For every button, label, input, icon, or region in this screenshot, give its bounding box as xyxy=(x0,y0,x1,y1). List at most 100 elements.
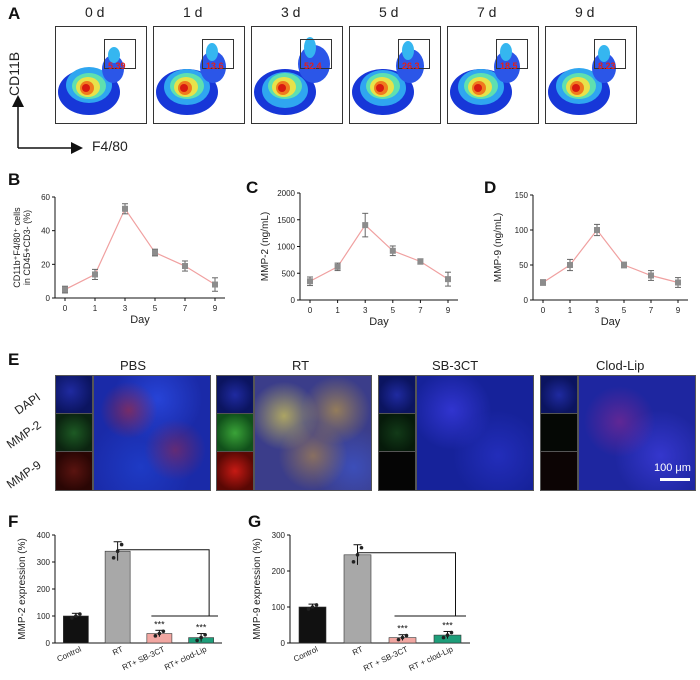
y-tick-label: 300 xyxy=(272,531,286,540)
replicate-point xyxy=(359,545,364,550)
replicate-point xyxy=(404,633,409,638)
y-tick-label: 500 xyxy=(282,269,296,278)
replicate-point xyxy=(396,637,401,642)
flow-day-label: 1 d xyxy=(183,4,203,20)
group-label-rt: RT xyxy=(292,358,310,373)
replicate-point xyxy=(310,605,315,609)
comparison-bracket xyxy=(117,549,210,616)
clodlip-mmp2-tile xyxy=(540,413,578,453)
density-blob xyxy=(180,84,188,92)
group-label-clodlip: Clod-Lip xyxy=(596,358,645,373)
significance-marker: *** xyxy=(154,619,165,629)
category-label: Control xyxy=(56,645,83,664)
density-blob xyxy=(278,84,286,92)
x-tick-label: 3 xyxy=(363,306,368,315)
sb3ct-merge-image xyxy=(416,375,534,491)
y-axis-label: MMP-2 expression (%) xyxy=(17,538,28,640)
replicate-point xyxy=(153,634,158,638)
density-blob xyxy=(102,55,124,83)
bar xyxy=(63,615,89,644)
pbs-mmp2-tile xyxy=(55,413,93,453)
density-blob xyxy=(402,41,414,60)
gate-percentage: 52.4 xyxy=(304,61,322,71)
clodlip-mmp9-tile xyxy=(540,451,578,491)
data-point xyxy=(152,249,158,256)
flow-plot: 52.4 xyxy=(251,26,343,124)
y-tick-label: 100 xyxy=(37,612,51,621)
x-tick-label: 3 xyxy=(595,306,600,315)
bar xyxy=(298,606,327,644)
replicate-point xyxy=(314,603,319,607)
sb3ct-mmp9-tile xyxy=(378,451,416,491)
pbs-merge-image xyxy=(93,375,211,491)
flow-x-label: F4/80 xyxy=(92,138,128,154)
x-tick-label: 0 xyxy=(63,304,68,313)
x-tick-label: 1 xyxy=(93,304,98,313)
bar xyxy=(104,550,131,644)
chart-c: 0 500 1000 1500 2000 0 1 3 5 7 9 Day MMP-2 (ng/mL) xyxy=(260,189,458,328)
chart-f: 0 100 200 300 400 MMP-2 expression (%) Control… xyxy=(17,531,222,673)
y-tick-label: 200 xyxy=(272,567,286,576)
x-tick-label: 5 xyxy=(391,306,396,315)
density-blob xyxy=(206,43,218,61)
y-tick-label: 50 xyxy=(519,261,528,270)
flow-plot: 8.23 xyxy=(545,26,637,124)
y-tick-label: 0 xyxy=(281,639,286,648)
flow-plot: 26.3 xyxy=(349,26,441,124)
gate-box xyxy=(202,39,234,69)
replicate-point xyxy=(306,607,311,611)
x-tick-label: 9 xyxy=(446,306,451,315)
sb3ct-mmp2-tile xyxy=(378,413,416,453)
pbs-mmp9-tile xyxy=(55,451,93,491)
data-point xyxy=(445,276,451,283)
replicate-point xyxy=(119,542,124,547)
rt-mmp9-tile xyxy=(216,451,254,491)
data-point xyxy=(417,258,424,265)
flow-axes xyxy=(12,95,83,154)
y-tick-label: 0 xyxy=(46,294,51,303)
panel-label-a: A xyxy=(8,4,21,23)
rt-mmp2-tile xyxy=(216,413,254,453)
data-point xyxy=(62,286,68,293)
y-tick-label: 60 xyxy=(41,193,50,202)
category-label: RT+ clod-Lip xyxy=(163,644,208,672)
category-label: RT xyxy=(351,645,364,658)
comparison-bracket xyxy=(357,552,456,616)
data-point xyxy=(567,262,573,268)
x-tick-label: 7 xyxy=(418,306,423,315)
gate-percentage: 8.23 xyxy=(598,61,616,71)
y-tick-label: 0 xyxy=(46,639,51,648)
category-label: RT+ SB-3CT xyxy=(121,645,166,673)
flow-day-label: 5 d xyxy=(379,4,399,20)
x-tick-label: 7 xyxy=(183,304,188,313)
sb3ct-dapi-tile xyxy=(378,375,416,415)
replicate-point xyxy=(445,633,450,637)
density-blob xyxy=(82,84,90,92)
y-tick-label: 200 xyxy=(37,585,51,594)
chart-d: 0 50 100 150 0 1 3 5 7 9 Day MMP-9 (ng/mL) xyxy=(493,191,688,328)
gate-percentage: 26.3 xyxy=(402,61,420,71)
y-tick-label: 1000 xyxy=(277,243,295,252)
series-line xyxy=(309,224,449,282)
flow-plot: 5.39 xyxy=(55,26,147,124)
flow-day-label: 0 d xyxy=(85,4,105,20)
y-tick-label: 0 xyxy=(291,296,296,305)
flow-plot: 18.5 xyxy=(447,26,539,124)
gate-box xyxy=(104,39,136,69)
clodlip-merge-image xyxy=(578,375,696,491)
series-line xyxy=(542,229,679,284)
gate-box xyxy=(300,39,332,69)
panel-label-d: D xyxy=(484,178,497,197)
chart-b: 0 20 40 60 0 1 3 5 7 9 Day CD11b⁺F4/80⁺ cells in CD4… xyxy=(12,193,225,326)
density-blob xyxy=(376,84,384,92)
category-label: RT xyxy=(111,645,124,658)
panel-label-b: B xyxy=(8,170,21,189)
data-point xyxy=(307,278,313,285)
panel-label-e: E xyxy=(8,350,20,369)
data-point xyxy=(594,227,600,233)
x-axis-label: Day xyxy=(601,316,621,328)
data-point xyxy=(92,271,98,278)
y-axis-label: MMP-9 expression (%) xyxy=(252,538,263,640)
rt-merge-image xyxy=(254,375,372,491)
significance-marker: *** xyxy=(442,620,453,630)
